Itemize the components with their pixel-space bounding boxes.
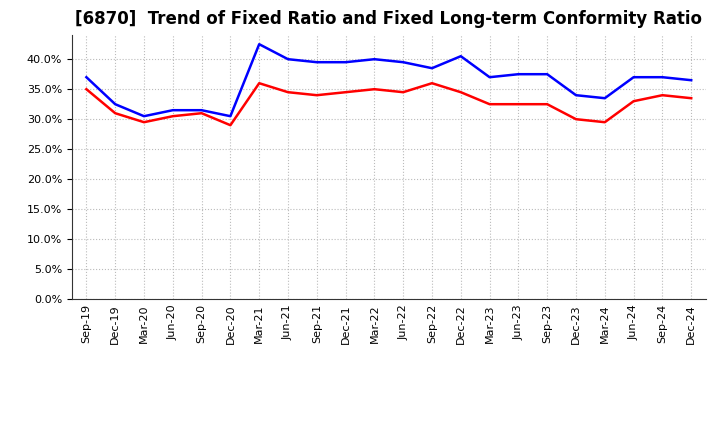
Fixed Ratio — [197, 107, 206, 113]
Fixed Long-term Conformity Ratio — [629, 99, 638, 104]
Fixed Long-term Conformity Ratio — [456, 90, 465, 95]
Fixed Long-term Conformity Ratio — [485, 102, 494, 107]
Fixed Long-term Conformity Ratio — [226, 123, 235, 128]
Fixed Ratio — [514, 72, 523, 77]
Fixed Long-term Conformity Ratio — [284, 90, 292, 95]
Fixed Long-term Conformity Ratio — [255, 81, 264, 86]
Fixed Long-term Conformity Ratio — [140, 120, 148, 125]
Fixed Ratio — [687, 77, 696, 83]
Fixed Long-term Conformity Ratio — [312, 92, 321, 98]
Fixed Ratio — [370, 57, 379, 62]
Fixed Ratio — [600, 95, 609, 101]
Fixed Long-term Conformity Ratio — [82, 87, 91, 92]
Fixed Ratio — [428, 66, 436, 71]
Fixed Ratio — [168, 107, 177, 113]
Fixed Long-term Conformity Ratio — [399, 90, 408, 95]
Fixed Long-term Conformity Ratio — [658, 92, 667, 98]
Fixed Ratio — [255, 41, 264, 47]
Fixed Long-term Conformity Ratio — [370, 87, 379, 92]
Fixed Long-term Conformity Ratio — [572, 117, 580, 122]
Fixed Long-term Conformity Ratio — [543, 102, 552, 107]
Fixed Ratio — [111, 102, 120, 107]
Fixed Ratio — [456, 54, 465, 59]
Fixed Long-term Conformity Ratio — [428, 81, 436, 86]
Fixed Ratio — [284, 57, 292, 62]
Fixed Long-term Conformity Ratio — [514, 102, 523, 107]
Fixed Long-term Conformity Ratio — [341, 90, 350, 95]
Line: Fixed Long-term Conformity Ratio: Fixed Long-term Conformity Ratio — [86, 83, 691, 125]
Fixed Ratio — [341, 59, 350, 65]
Fixed Long-term Conformity Ratio — [111, 110, 120, 116]
Fixed Ratio — [312, 59, 321, 65]
Fixed Ratio — [226, 114, 235, 119]
Fixed Ratio — [658, 74, 667, 80]
Fixed Ratio — [399, 59, 408, 65]
Fixed Long-term Conformity Ratio — [687, 95, 696, 101]
Fixed Ratio — [629, 74, 638, 80]
Fixed Long-term Conformity Ratio — [600, 120, 609, 125]
Fixed Ratio — [543, 72, 552, 77]
Fixed Long-term Conformity Ratio — [197, 110, 206, 116]
Fixed Ratio — [485, 74, 494, 80]
Fixed Ratio — [572, 92, 580, 98]
Title: [6870]  Trend of Fixed Ratio and Fixed Long-term Conformity Ratio: [6870] Trend of Fixed Ratio and Fixed Lo… — [76, 10, 702, 28]
Fixed Ratio — [82, 74, 91, 80]
Line: Fixed Ratio: Fixed Ratio — [86, 44, 691, 116]
Fixed Ratio — [140, 114, 148, 119]
Fixed Long-term Conformity Ratio — [168, 114, 177, 119]
